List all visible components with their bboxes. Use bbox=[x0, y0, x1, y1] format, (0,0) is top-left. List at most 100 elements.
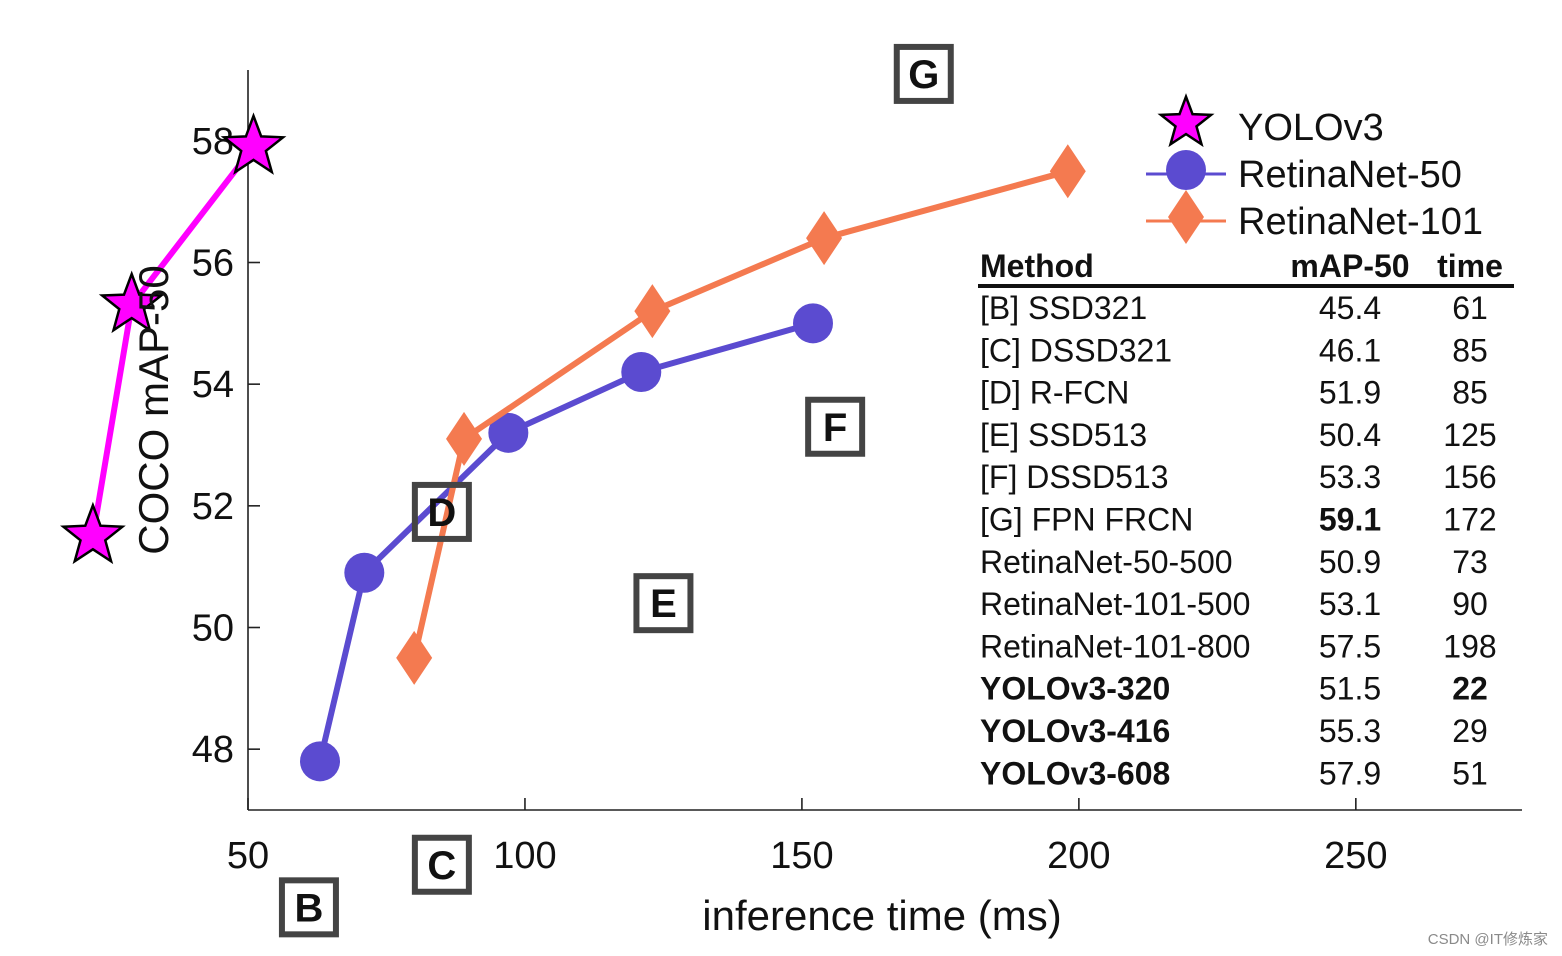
table-row: [F] DSSD513 53.3 156 bbox=[980, 459, 1497, 495]
y-tick-label: 50 bbox=[192, 608, 234, 650]
legend-marker bbox=[1157, 93, 1215, 148]
table-cell-method: [F] DSSD513 bbox=[980, 459, 1169, 495]
table-row: YOLOv3-608 57.9 51 bbox=[980, 755, 1488, 791]
table-row: [E] SSD513 50.4 125 bbox=[980, 417, 1497, 453]
table-cell-map: 53.1 bbox=[1319, 586, 1381, 622]
box-letter: C bbox=[427, 844, 456, 888]
table-cell-map: 50.9 bbox=[1319, 544, 1381, 580]
box-letter: D bbox=[427, 491, 456, 535]
legend-label: RetinaNet-50 bbox=[1238, 154, 1462, 196]
table-cell-map: 51.5 bbox=[1319, 671, 1381, 707]
y-tick-label: 58 bbox=[192, 121, 234, 163]
table-cell-method: [D] R-FCN bbox=[980, 375, 1129, 411]
table-cell-method: [G] FPN FRCN bbox=[980, 502, 1193, 538]
table-cell-method: RetinaNet-50-500 bbox=[980, 544, 1233, 580]
x-tick-label: 100 bbox=[493, 835, 556, 877]
box-marker-d: D bbox=[411, 481, 472, 542]
box-outline bbox=[805, 396, 866, 457]
data-point bbox=[344, 552, 385, 593]
series-line bbox=[317, 320, 816, 765]
legend: YOLOv3 RetinaNet-50 RetinaNet-101 bbox=[1146, 93, 1483, 244]
data-point bbox=[446, 411, 483, 466]
table-cell-method: [B] SSD321 bbox=[980, 290, 1147, 326]
box-letter: F bbox=[823, 406, 847, 450]
legend-marker bbox=[1166, 150, 1206, 190]
data-point bbox=[300, 741, 341, 782]
box-marker-b: B bbox=[278, 877, 339, 938]
table-cell-method: [C] DSSD321 bbox=[980, 332, 1172, 368]
table-cell-map: 59.1 bbox=[1319, 502, 1381, 538]
box-outline bbox=[893, 43, 954, 104]
axes: 50 100 150 200 250 48 50 52 54 56 58 bbox=[192, 70, 1522, 877]
table-row: [G] FPN FRCN 59.1 172 bbox=[980, 502, 1497, 538]
data-point bbox=[488, 412, 529, 453]
legend-item-retinanet-50: RetinaNet-50 bbox=[1146, 150, 1462, 196]
table-cell-map: 57.9 bbox=[1319, 755, 1381, 791]
y-tick-label: 56 bbox=[192, 243, 234, 285]
box-letter: B bbox=[294, 886, 323, 930]
data-point bbox=[621, 352, 662, 392]
box-outline bbox=[278, 877, 339, 938]
data-point bbox=[634, 284, 671, 339]
table-cell-time: 172 bbox=[1443, 502, 1496, 538]
data-point bbox=[60, 501, 126, 565]
box-outline bbox=[411, 481, 472, 542]
table-cell-map: 50.4 bbox=[1319, 417, 1381, 453]
series-layer bbox=[60, 112, 1086, 782]
data-point bbox=[806, 211, 843, 266]
table-cell-method: YOLOv3-608 bbox=[980, 755, 1170, 791]
table-header-time: time bbox=[1437, 248, 1503, 284]
box-outline bbox=[411, 834, 472, 895]
table-row: RetinaNet-50-500 50.9 73 bbox=[980, 544, 1488, 580]
series-retinanet-101 bbox=[396, 144, 1086, 685]
box-outline bbox=[633, 573, 694, 634]
x-tick-label: 50 bbox=[227, 835, 269, 877]
x-tick-label: 150 bbox=[770, 835, 833, 877]
table-cell-map: 57.5 bbox=[1319, 628, 1381, 664]
box-marker-g: G bbox=[893, 43, 954, 104]
y-tick-label: 48 bbox=[192, 729, 234, 771]
table-row: [B] SSD321 45.4 61 bbox=[980, 290, 1488, 326]
y-tick-label: 52 bbox=[192, 486, 234, 528]
table-cell-map: 46.1 bbox=[1319, 332, 1381, 368]
data-point bbox=[220, 112, 287, 175]
table-row: [C] DSSD321 46.1 85 bbox=[980, 332, 1488, 368]
series-yolov3 bbox=[60, 112, 287, 565]
box-marker-f: F bbox=[805, 396, 866, 457]
x-tick-label: 250 bbox=[1324, 835, 1387, 877]
data-point bbox=[396, 630, 433, 685]
data-point bbox=[98, 270, 165, 334]
table-header-map: mAP-50 bbox=[1290, 248, 1409, 284]
legend-item-yolov3: YOLOv3 bbox=[1157, 93, 1384, 149]
y-tick-label: 54 bbox=[192, 364, 234, 406]
box-letter: G bbox=[908, 53, 939, 97]
table-header-method: Method bbox=[980, 248, 1094, 284]
table-cell-time: 198 bbox=[1443, 628, 1496, 664]
box-marker-c: C bbox=[411, 834, 472, 895]
table-cell-time: 22 bbox=[1452, 671, 1488, 707]
table-cell-method: [E] SSD513 bbox=[980, 417, 1147, 453]
data-point bbox=[792, 303, 833, 344]
table-cell-method: YOLOv3-416 bbox=[980, 713, 1170, 749]
table-cell-time: 85 bbox=[1452, 375, 1488, 411]
table-cell-time: 125 bbox=[1443, 417, 1496, 453]
table-row: RetinaNet-101-500 53.1 90 bbox=[980, 586, 1488, 622]
legend-label: YOLOv3 bbox=[1238, 107, 1384, 149]
box-markers: B C D E F G bbox=[278, 43, 954, 938]
legend-label: RetinaNet-101 bbox=[1238, 201, 1483, 243]
table-cell-time: 29 bbox=[1452, 713, 1488, 749]
table-cell-method: RetinaNet-101-500 bbox=[980, 586, 1250, 622]
table-cell-time: 85 bbox=[1452, 332, 1488, 368]
x-tick-label: 200 bbox=[1047, 835, 1110, 877]
table-cell-time: 73 bbox=[1452, 544, 1488, 580]
table-cell-time: 156 bbox=[1443, 459, 1496, 495]
table-cell-method: RetinaNet-101-800 bbox=[980, 628, 1250, 664]
table-cell-map: 51.9 bbox=[1319, 375, 1381, 411]
table-cell-map: 53.3 bbox=[1319, 459, 1381, 495]
table-cell-method: YOLOv3-320 bbox=[980, 671, 1170, 707]
table-row: YOLOv3-416 55.3 29 bbox=[980, 713, 1488, 749]
table-row: [D] R-FCN 51.9 85 bbox=[980, 375, 1488, 411]
data-point bbox=[1049, 144, 1086, 199]
legend-item-retinanet-101: RetinaNet-101 bbox=[1146, 190, 1483, 244]
box-letter: E bbox=[650, 582, 677, 626]
